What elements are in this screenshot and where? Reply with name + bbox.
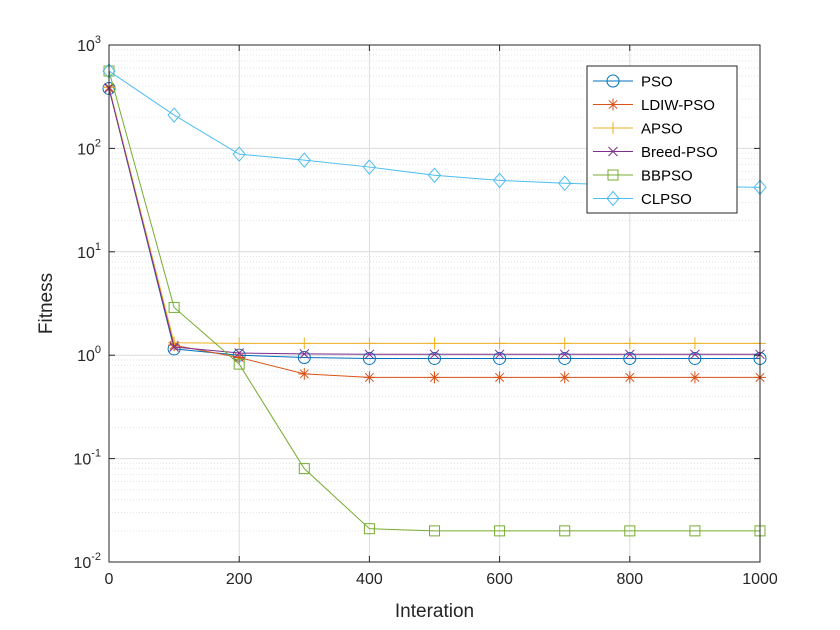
data-point-circle — [297, 351, 311, 365]
data-point-x — [169, 342, 179, 352]
data-point-x — [608, 146, 618, 157]
data-point-asterisk — [623, 371, 636, 384]
legend-item-breed-pso: Breed-PSO — [593, 144, 718, 161]
plot-frame — [108, 44, 761, 563]
y-tick-label: 100 — [77, 344, 101, 365]
series-bbpso — [103, 65, 766, 537]
x-tick-label: 0 — [105, 571, 114, 588]
data-point-circle — [606, 74, 620, 88]
legend-item-pso: PSO — [593, 74, 673, 91]
y-axis-title: Fitness — [36, 273, 57, 334]
y-tick-label: 103 — [77, 34, 101, 55]
data-point-diamond — [297, 152, 311, 168]
x-axis-title: Interation — [395, 601, 474, 622]
y-tick-label: 10-2 — [73, 551, 101, 572]
data-point-plus — [623, 337, 636, 350]
x-tick-label: 1000 — [742, 571, 778, 588]
data-point-asterisk — [558, 371, 571, 384]
legend-box — [586, 65, 738, 214]
legend-item-clpso: CLPSO — [593, 190, 692, 208]
data-point-plus — [688, 337, 701, 350]
x-tick-label: 800 — [616, 571, 643, 588]
data-point-x — [690, 349, 700, 360]
data-point-square — [363, 523, 375, 535]
data-point-diamond — [362, 159, 377, 175]
data-point-square — [494, 525, 506, 537]
data-point-square — [689, 525, 701, 537]
data-point-square — [168, 301, 180, 313]
data-point-square — [559, 525, 571, 537]
data-point-asterisk — [233, 351, 246, 364]
data-point-diamond — [167, 107, 181, 123]
data-point-x — [624, 349, 635, 360]
data-point-diamond — [492, 172, 507, 189]
data-point-asterisk — [607, 98, 619, 111]
legend-label: Breed-PSO — [641, 144, 718, 161]
data-point-circle — [428, 351, 441, 365]
data-point-asterisk — [428, 371, 441, 384]
data-point-circle — [362, 351, 376, 365]
data-point-circle — [558, 351, 572, 365]
series-layer — [102, 63, 767, 537]
legend-item-apso: APSO — [593, 121, 683, 138]
data-point-circle — [623, 351, 637, 365]
data-point-plus — [363, 337, 376, 350]
data-point-circle — [493, 351, 507, 365]
data-point-asterisk — [688, 371, 701, 384]
data-point-x — [234, 348, 245, 358]
data-point-asterisk — [493, 371, 506, 384]
data-point-x — [494, 349, 505, 360]
legend-label: PSO — [641, 74, 673, 91]
legend-label: BBPSO — [641, 168, 693, 185]
data-point-plus — [233, 337, 246, 350]
data-point-asterisk — [298, 367, 311, 380]
legend-label: CLPSO — [641, 191, 692, 208]
data-point-square — [233, 358, 245, 370]
axis-ticks: 10-2 10-1 100 101 102 103 0 200 400 600 800 1000 — [73, 34, 777, 588]
data-point-diamond — [606, 190, 620, 207]
data-point-circle — [688, 351, 702, 365]
series-breed-pso — [104, 83, 765, 360]
data-point-diamond — [558, 175, 572, 192]
data-point-plus — [558, 337, 571, 350]
data-point-x — [559, 349, 570, 360]
y-tick-label: 101 — [77, 241, 101, 262]
data-point-plus — [607, 122, 619, 134]
data-point-plus — [493, 337, 506, 350]
series-line — [108, 70, 760, 532]
data-point-square — [624, 525, 636, 537]
data-point-x — [299, 349, 310, 359]
data-point-plus — [428, 337, 441, 350]
y-tick-label: 102 — [77, 137, 101, 158]
data-point-diamond — [232, 146, 246, 162]
legend: PSO LDIW-PSO APSO Breed-PSO BBPSO CLPSO — [586, 65, 738, 214]
data-point-diamond — [427, 167, 442, 184]
y-tick-label: 10-1 — [73, 448, 101, 469]
data-point-x — [364, 349, 375, 360]
data-point-square — [298, 463, 310, 475]
data-point-asterisk — [363, 371, 376, 384]
legend-label: APSO — [641, 121, 683, 138]
data-point-x — [429, 349, 440, 360]
data-point-plus — [298, 337, 311, 350]
x-tick-label: 200 — [226, 571, 253, 588]
x-tick-label: 600 — [486, 571, 513, 588]
legend-item-bbpso: BBPSO — [593, 168, 693, 185]
legend-item-ldiw-pso: LDIW-PSO — [593, 97, 715, 114]
legend-label: LDIW-PSO — [641, 97, 715, 114]
data-point-square — [429, 525, 440, 537]
data-point-square — [607, 169, 619, 181]
x-tick-label: 400 — [356, 571, 383, 588]
